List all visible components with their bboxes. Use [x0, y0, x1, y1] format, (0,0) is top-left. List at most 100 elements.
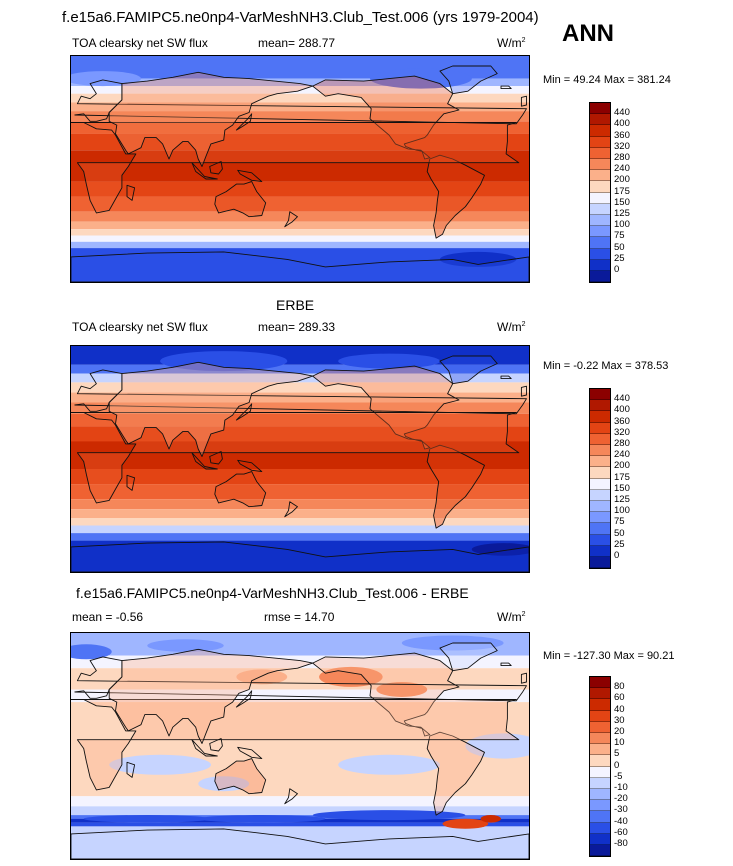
colorbar-swatch	[590, 677, 610, 689]
coastline-new-guinea	[237, 169, 263, 183]
coastline-africa	[71, 412, 520, 504]
anomaly-patches	[160, 351, 529, 556]
coastline-new-zealand	[284, 788, 298, 805]
contour-band	[71, 796, 529, 807]
colorbar-swatch	[590, 512, 610, 524]
map-obs	[70, 345, 530, 573]
contour-band	[71, 826, 529, 859]
contour-band	[71, 78, 529, 87]
figure-title: f.e15a6.FAMIPC5.ne0np4-VarMeshNH3.Club_T…	[62, 9, 539, 26]
contour-band	[71, 196, 529, 212]
colorbar-swatch	[590, 226, 610, 238]
colorbar-swatch	[590, 733, 610, 745]
colorbar-tick-label: 25	[614, 252, 625, 264]
contour-band	[71, 373, 529, 383]
colorbar-swatch	[590, 501, 610, 513]
anomaly-patch	[471, 543, 529, 556]
colorbar-tick-label: 440	[614, 393, 630, 405]
coastline-madagascar	[126, 474, 136, 491]
coastline-asia	[108, 648, 314, 744]
contour-band	[71, 241, 529, 249]
coastline-africa	[71, 699, 520, 791]
coastline-borneo-indonesia	[209, 451, 223, 465]
colorbar-swatch	[590, 147, 610, 159]
units-label: W/m2	[497, 36, 526, 50]
contour-band	[71, 822, 529, 827]
colorbar-tick-label: 280	[614, 438, 630, 449]
coastline-sumatra-java	[191, 739, 218, 757]
contour-band	[71, 229, 529, 236]
variable-label: TOA clearsky net SW flux	[72, 36, 208, 50]
contour-band	[71, 533, 529, 541]
coastline-uk	[520, 385, 527, 397]
min-max-label: Min = 49.24 Max = 381.24	[543, 74, 671, 86]
map-model	[70, 55, 530, 283]
coastline-sumatra-java	[191, 162, 218, 180]
colorbar-tick-label: 320	[614, 426, 630, 438]
colorbar-swatch	[590, 557, 610, 569]
colorbar-swatch	[590, 181, 610, 193]
colorbar-swatch	[590, 215, 610, 227]
map-obs-plot	[71, 346, 529, 572]
contour-band	[71, 93, 529, 103]
colorbar-tick-label: 400	[614, 404, 630, 416]
colorbar-tick-label: 125	[614, 208, 630, 219]
colorbar-tick-label: 25	[614, 538, 625, 550]
contour-band	[71, 402, 529, 414]
panel-title: ERBE	[276, 297, 315, 313]
colorbar-tick-label: 175	[614, 185, 630, 197]
colorbar-tick-label: 320	[614, 140, 630, 152]
colorbar-swatch	[590, 699, 610, 711]
colorbar-tick-label: -20	[614, 793, 628, 805]
coastline-new-guinea	[237, 746, 263, 760]
colorbar-tick-label: 5	[614, 748, 620, 760]
coastline-greenland	[439, 355, 498, 385]
contour-band	[71, 133, 529, 151]
contour-band	[71, 540, 529, 572]
colorbar-swatches	[589, 102, 611, 284]
anomaly-patches	[71, 635, 529, 829]
colorbar-tick-label: 100	[614, 505, 630, 517]
colorbar-swatch	[590, 744, 610, 756]
anomaly-patch	[109, 754, 211, 775]
contour-band	[71, 382, 529, 393]
coastline-madagascar	[126, 184, 136, 201]
contour-band	[71, 484, 529, 500]
coastline-south-america	[426, 154, 485, 239]
colorbar-tick-label: -10	[614, 782, 628, 793]
coastline-north-america	[312, 75, 460, 160]
contour-band	[71, 441, 529, 469]
contour-bands	[71, 346, 529, 572]
contour-band	[71, 102, 529, 112]
colorbar-tick-label: -40	[614, 815, 628, 827]
colorbar-tick-label: 0	[614, 759, 620, 771]
colorbar-tick-label: 200	[614, 460, 630, 472]
map-model-plot	[71, 56, 529, 282]
contour-band	[71, 86, 529, 94]
contour-band	[71, 499, 529, 510]
colorbar-tick-label: 10	[614, 737, 625, 749]
colorbar-swatch	[590, 800, 610, 812]
colorbar-tick-label: 175	[614, 471, 630, 483]
units-label: W/m2	[497, 610, 526, 624]
colorbar-tick-label: 75	[614, 230, 625, 242]
anomaly-patch	[376, 682, 428, 697]
colorbar-tick-label: -80	[614, 838, 628, 849]
colorbar-swatch	[590, 192, 610, 204]
colorbar-swatch	[590, 789, 610, 801]
colorbar-swatch	[590, 777, 610, 789]
colorbar-tick-label: 440	[614, 107, 630, 119]
coastline-australia	[214, 471, 267, 508]
contour-band	[71, 469, 529, 485]
contour-bands	[71, 56, 529, 282]
colorbar-swatch	[590, 456, 610, 468]
colorbar-tick-label: 40	[614, 703, 625, 715]
contour-band	[71, 392, 529, 403]
anomaly-patch	[480, 815, 501, 823]
colorbar-swatch	[590, 755, 610, 767]
units-label: W/m2	[497, 320, 526, 334]
anomaly-patch	[442, 818, 489, 829]
contour-band	[71, 655, 529, 669]
panel-title: f.e15a6.FAMIPC5.ne0np4-VarMeshNH3.Club_T…	[76, 585, 469, 601]
colorbar-swatch	[590, 400, 610, 412]
